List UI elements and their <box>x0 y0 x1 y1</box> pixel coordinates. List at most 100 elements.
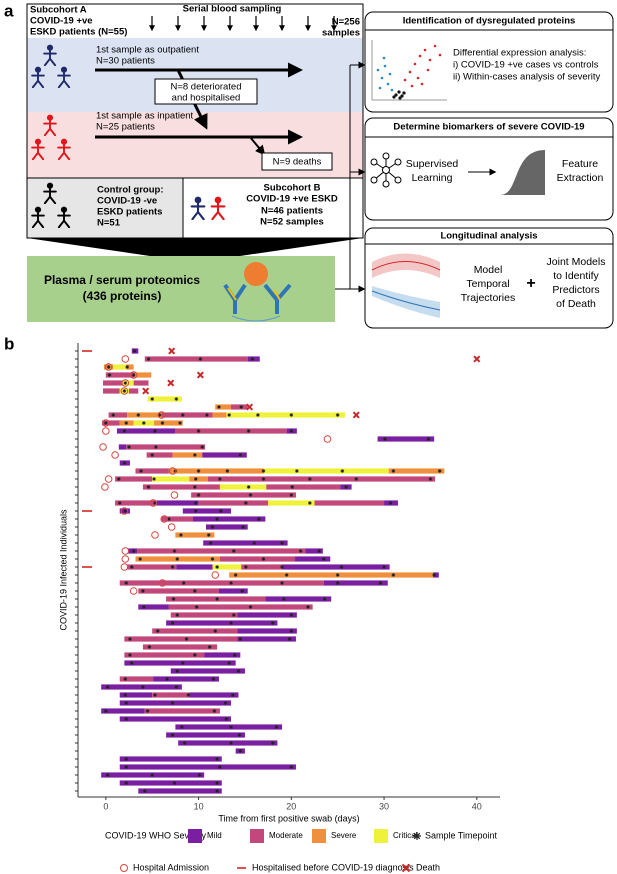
subcohort-b: Subcohort B <box>264 183 321 194</box>
sample-timepoint <box>181 413 185 417</box>
severity-bar <box>226 412 346 418</box>
sample-timepoint <box>215 597 219 601</box>
sample-timepoint <box>179 533 183 537</box>
severity-bar <box>191 492 296 498</box>
sample-timepoint <box>239 405 244 409</box>
sample-timepoint <box>256 413 260 417</box>
box-title: Identification of dysregulated proteins <box>403 16 576 27</box>
sample-timepoint <box>174 685 179 689</box>
severity-bar <box>142 644 218 650</box>
severity-bar <box>212 412 227 418</box>
severity-bar <box>323 580 388 586</box>
sample-timepoint <box>131 373 136 377</box>
funnel <box>27 238 363 256</box>
subcohort-b: N=46 patients <box>261 206 323 217</box>
sample-timepoint <box>196 493 201 497</box>
box-text: i) COVID-19 +ve cases vs controls <box>453 60 599 71</box>
sample-timepoint <box>246 429 251 433</box>
sample-timepoint <box>128 637 132 641</box>
sample-timepoint <box>289 613 294 617</box>
sample-timepoint <box>238 749 243 753</box>
severity-bar <box>103 388 120 394</box>
sample-timepoint <box>383 437 387 441</box>
sample-timepoint <box>426 437 431 441</box>
sample-timepoint <box>200 445 205 449</box>
sample-timepoint <box>181 581 186 585</box>
legend-label: Hospitalised before COVID-19 diagnosis <box>252 862 414 872</box>
sample-timepoint <box>246 485 251 489</box>
sample-timepoint <box>184 637 189 641</box>
x-tick-label: 30 <box>379 801 389 811</box>
sample-timepoint <box>206 533 211 537</box>
severity-bar <box>161 412 213 418</box>
severity-bar <box>154 420 183 426</box>
sample-timepoint <box>261 477 266 481</box>
sample-timepoint <box>193 477 198 481</box>
sample-timepoint <box>215 517 219 521</box>
x-tick-label: 0 <box>103 801 108 811</box>
sample-timepoint <box>236 669 241 673</box>
sample-timepoint <box>141 685 145 689</box>
legend-label: Moderate <box>269 831 303 840</box>
panel-label: a <box>4 1 14 20</box>
severity-bar <box>124 652 205 658</box>
severity-bar <box>119 580 324 586</box>
box-text: Supervised <box>406 158 459 170</box>
sample-timepoint <box>290 485 295 489</box>
severity-bar <box>219 484 267 490</box>
control-text: N=51 <box>97 218 121 229</box>
box-text: Model <box>474 264 503 276</box>
severity-bar <box>266 484 341 490</box>
legend-title: COVID-19 WHO Severity <box>105 830 207 840</box>
x-tick-label: 40 <box>472 801 482 811</box>
severity-bar <box>172 452 203 458</box>
sample-timepoint <box>238 637 243 641</box>
sample-timepoint <box>122 429 127 433</box>
sample-timepoint <box>123 381 128 385</box>
sample-timepoint <box>138 557 142 561</box>
severity-bar <box>152 476 190 482</box>
sample-timepoint <box>240 589 244 593</box>
box-text: Predictors <box>552 284 599 296</box>
sample-timepoint <box>172 549 177 553</box>
severity-bar <box>126 364 134 370</box>
severity-bar <box>119 700 232 706</box>
hospital-admission <box>121 555 130 563</box>
hospital-admission <box>129 371 138 379</box>
sample-timepoint <box>335 581 340 585</box>
severity-bar <box>118 444 127 450</box>
sample-timepoint <box>182 741 187 745</box>
severity-bar <box>168 604 313 610</box>
sample-timepoint <box>117 477 121 481</box>
severity-bar <box>152 692 190 698</box>
sample-timepoint <box>153 429 157 433</box>
sample-timepoint <box>289 429 294 433</box>
severity-bar <box>144 356 248 362</box>
severity-bar <box>115 476 153 482</box>
sample-timepoint <box>167 517 171 521</box>
death <box>196 371 204 379</box>
sample-timepoint <box>124 701 129 705</box>
severity-bar <box>138 788 222 794</box>
sample-timepoint <box>428 477 433 481</box>
severity-bar <box>102 420 120 426</box>
sample-timepoint <box>335 573 340 577</box>
severity-bar <box>122 380 134 386</box>
deaths-arrow <box>249 136 266 156</box>
box-text: of Death <box>556 298 596 310</box>
legend-label: Hospital Admission <box>133 862 209 872</box>
legend-swatch <box>374 829 388 843</box>
severity-bar <box>147 396 182 402</box>
trajectory-icon <box>371 253 441 318</box>
sample-timepoint <box>186 693 191 697</box>
severity-bar <box>119 780 222 786</box>
sample-timepoint <box>210 557 215 561</box>
sample-timepoint <box>205 413 209 417</box>
severity-bar <box>265 596 332 602</box>
sample-timepoint <box>124 765 129 769</box>
sample-timepoint <box>231 693 235 697</box>
severity-bar <box>189 476 208 482</box>
hospital-admission <box>101 483 109 491</box>
sample-timepoint <box>321 557 326 561</box>
severity-bar <box>134 372 152 378</box>
